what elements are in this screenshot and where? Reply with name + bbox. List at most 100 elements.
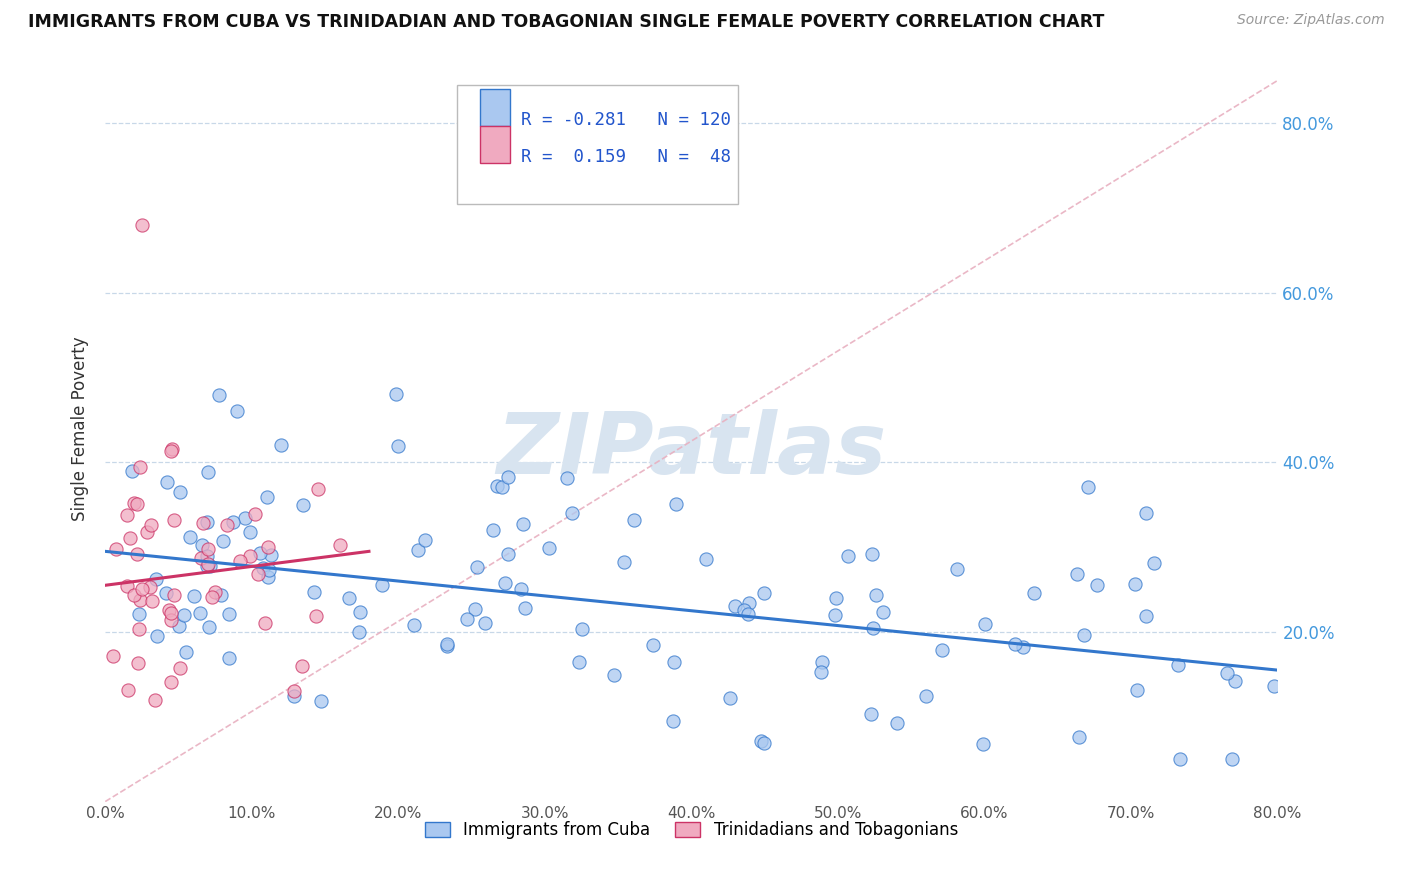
Point bbox=[257, 570, 280, 584]
Point bbox=[188, 607, 211, 621]
Bar bbox=[481, 126, 509, 163]
Point bbox=[733, 603, 755, 617]
Point bbox=[191, 516, 214, 531]
Point bbox=[347, 624, 370, 639]
Text: Source: ZipAtlas.com: Source: ZipAtlas.com bbox=[1237, 13, 1385, 28]
FancyBboxPatch shape bbox=[457, 85, 738, 204]
Point bbox=[496, 470, 519, 484]
Point bbox=[1263, 679, 1285, 693]
Point bbox=[233, 511, 256, 525]
Point bbox=[169, 485, 191, 500]
Point bbox=[204, 585, 226, 599]
Y-axis label: Single Female Poverty: Single Female Poverty bbox=[72, 336, 89, 521]
Point bbox=[494, 576, 516, 591]
Point bbox=[195, 515, 218, 529]
Point bbox=[283, 689, 305, 703]
Legend: Immigrants from Cuba, Trinidadians and Tobagonians: Immigrants from Cuba, Trinidadians and T… bbox=[418, 814, 965, 846]
Point bbox=[1126, 682, 1149, 697]
Point bbox=[211, 534, 233, 549]
Point bbox=[159, 443, 181, 458]
Point bbox=[195, 558, 218, 573]
Point bbox=[247, 567, 270, 582]
Point bbox=[270, 438, 292, 452]
Bar bbox=[481, 88, 509, 126]
Point bbox=[752, 736, 775, 750]
Point bbox=[665, 497, 688, 511]
Point bbox=[157, 603, 180, 617]
Point bbox=[197, 465, 219, 479]
Point bbox=[145, 572, 167, 586]
Point bbox=[122, 588, 145, 602]
Text: ZIPatlas: ZIPatlas bbox=[496, 409, 886, 492]
Point bbox=[1135, 506, 1157, 520]
Point bbox=[198, 620, 221, 634]
Point bbox=[146, 629, 169, 643]
Point bbox=[162, 588, 184, 602]
Point bbox=[121, 464, 143, 478]
Point bbox=[1077, 480, 1099, 494]
Point bbox=[105, 541, 128, 556]
Point bbox=[915, 689, 938, 703]
Point bbox=[512, 516, 534, 531]
Point bbox=[872, 606, 894, 620]
Point bbox=[197, 541, 219, 556]
Point bbox=[718, 691, 741, 706]
Point bbox=[156, 475, 179, 490]
Point bbox=[1011, 640, 1033, 655]
Point bbox=[131, 218, 153, 232]
Point bbox=[302, 585, 325, 599]
Point bbox=[737, 607, 759, 622]
Point bbox=[537, 541, 560, 555]
Point bbox=[229, 554, 252, 568]
Point bbox=[749, 733, 772, 747]
Point bbox=[561, 506, 583, 520]
Point bbox=[931, 643, 953, 657]
Point bbox=[481, 524, 503, 538]
Point bbox=[190, 538, 212, 552]
Point bbox=[695, 552, 717, 566]
Point bbox=[128, 623, 150, 637]
Point bbox=[568, 656, 591, 670]
Text: R =  0.159   N =  48: R = 0.159 N = 48 bbox=[522, 148, 731, 167]
Point bbox=[226, 404, 249, 418]
Point bbox=[464, 602, 486, 616]
Point bbox=[256, 540, 278, 554]
Point bbox=[1073, 628, 1095, 642]
Point bbox=[1067, 730, 1090, 744]
Point bbox=[387, 439, 409, 453]
Point bbox=[824, 591, 846, 606]
Point bbox=[349, 605, 371, 619]
Point bbox=[209, 588, 232, 602]
Point bbox=[252, 561, 274, 575]
Point bbox=[485, 478, 508, 492]
Point bbox=[613, 555, 636, 569]
Point bbox=[291, 658, 314, 673]
Point bbox=[131, 582, 153, 597]
Point bbox=[249, 546, 271, 560]
Point bbox=[129, 460, 152, 475]
Point bbox=[436, 636, 458, 650]
Point bbox=[662, 655, 685, 669]
Point bbox=[886, 716, 908, 731]
Point bbox=[465, 560, 488, 574]
Point bbox=[456, 612, 478, 626]
Point bbox=[173, 608, 195, 623]
Point bbox=[623, 512, 645, 526]
Point bbox=[222, 515, 245, 529]
Point bbox=[474, 616, 496, 631]
Point bbox=[752, 586, 775, 600]
Point bbox=[1024, 585, 1046, 599]
Point bbox=[404, 618, 426, 632]
Point bbox=[309, 694, 332, 708]
Point bbox=[183, 589, 205, 603]
Point bbox=[824, 608, 846, 623]
Point bbox=[160, 613, 183, 627]
Point bbox=[385, 387, 408, 401]
Point bbox=[174, 645, 197, 659]
Point bbox=[946, 562, 969, 576]
Point bbox=[860, 707, 883, 722]
Point bbox=[1123, 577, 1146, 591]
Point bbox=[125, 547, 148, 561]
Point bbox=[510, 582, 533, 596]
Point bbox=[207, 388, 229, 402]
